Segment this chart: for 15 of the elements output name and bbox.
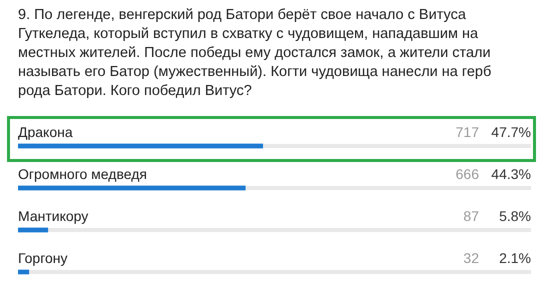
y-tick-label: Горгону xyxy=(18,250,68,266)
bar xyxy=(18,270,30,274)
annotation: 87 xyxy=(463,208,480,224)
chart-title: 9. По легенде, венгерский род Батори берёт свое начало с Витуса Гуткеледа, который вступил в схватку с чудовищем, нападавшим на местных жителей. После победы ему достался замок, а жители стали называть его Батор (мужественный). Когти чудовища нанесли на герб рода Батори. Кого победил Витус? xyxy=(18,6,492,101)
y-tick-label: Мантикору xyxy=(18,208,88,224)
annotation: 717 xyxy=(456,124,480,140)
y-tick-label: Дракона xyxy=(18,124,73,140)
data-label: 47.7% xyxy=(491,124,531,140)
annotation: 666 xyxy=(456,166,480,182)
y-tick-label: Огромного медведя xyxy=(18,166,147,182)
data-label: 2.1% xyxy=(499,250,531,266)
data-label: 44.3% xyxy=(491,166,531,182)
data-label: 5.8% xyxy=(499,208,531,224)
bar xyxy=(18,228,48,232)
annotation: 32 xyxy=(463,250,480,266)
